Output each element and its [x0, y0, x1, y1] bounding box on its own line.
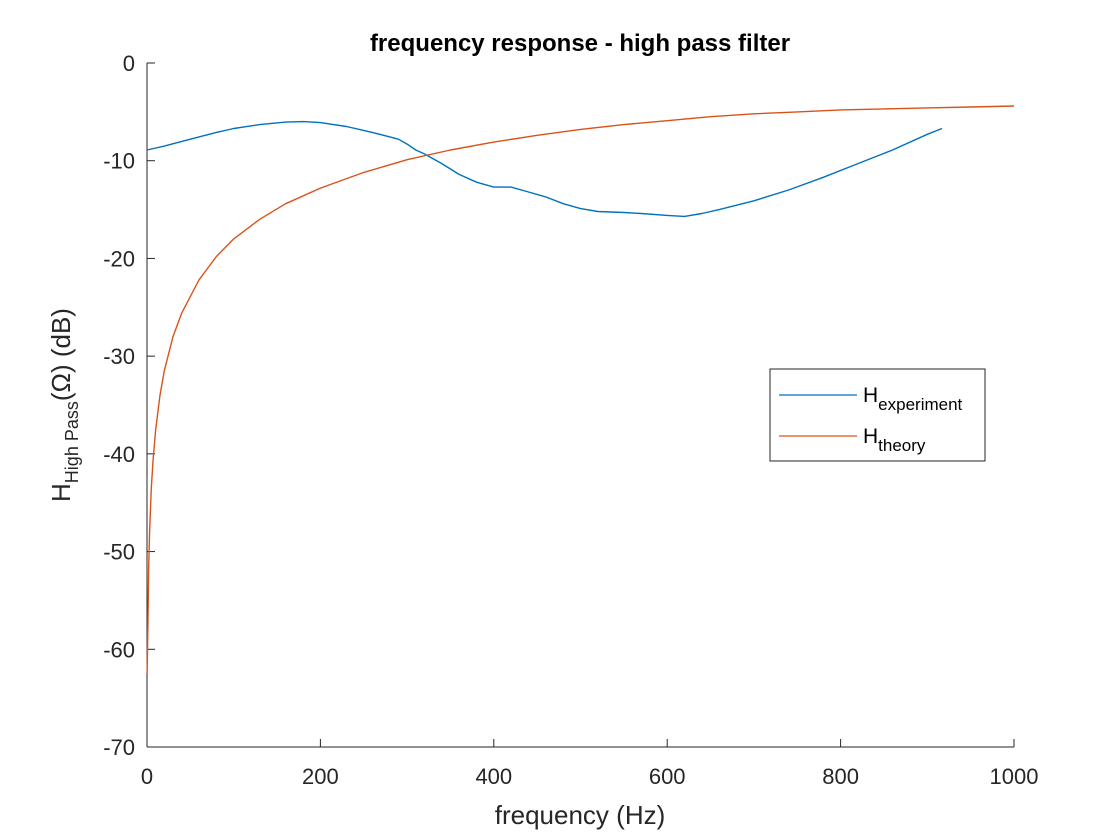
y-axis-label-subscript: High Pass [62, 401, 82, 483]
legend-box [769, 368, 986, 462]
x-tick-label: 0 [141, 764, 153, 789]
series-line-experiment [146, 120, 943, 218]
series-layer [146, 105, 1015, 674]
x-axis-label: frequency (Hz) [495, 800, 666, 830]
plot-area: 0 200 400 600 800 1000 0 -10 -20 -30 -40 -50 -60 -70 [103, 51, 1038, 789]
legend-label-theory-main: H [863, 425, 878, 448]
x-tick-label: 400 [475, 764, 512, 789]
y-axis-ticks: 0 -10 -20 -30 -40 -50 -60 -70 [103, 51, 155, 760]
x-tick-label: 200 [302, 764, 339, 789]
y-tick-label: -30 [103, 344, 135, 369]
y-tick-label: -20 [103, 246, 135, 271]
y-tick-label: -40 [103, 442, 135, 467]
y-axis-label-suffix: (Ω) (dB) [46, 308, 76, 401]
chart-title: frequency response - high pass filter [370, 30, 790, 57]
legend-label-theory: Htheory [863, 425, 926, 455]
x-tick-label: 600 [649, 764, 686, 789]
legend-label-theory-subscript: theory [878, 436, 926, 455]
legend-label-experiment: Hexperiment [863, 384, 963, 414]
x-tick-label: 1000 [990, 764, 1039, 789]
legend: Hexperiment Htheory [769, 368, 986, 462]
y-axis-label: HHigh Pass(Ω) (dB) [46, 308, 82, 502]
y-tick-label: -50 [103, 540, 135, 565]
x-axis-ticks: 0 200 400 600 800 1000 [141, 739, 1039, 789]
y-tick-label: 0 [123, 51, 135, 76]
x-tick-label: 800 [822, 764, 859, 789]
legend-label-experiment-subscript: experiment [878, 395, 962, 414]
series-line-theory [146, 105, 1015, 674]
y-tick-label: -10 [103, 149, 135, 174]
y-axis-label-main: H [46, 483, 76, 502]
y-tick-label: -70 [103, 735, 135, 760]
y-tick-label: -60 [103, 637, 135, 662]
legend-label-experiment-main: H [863, 384, 878, 407]
